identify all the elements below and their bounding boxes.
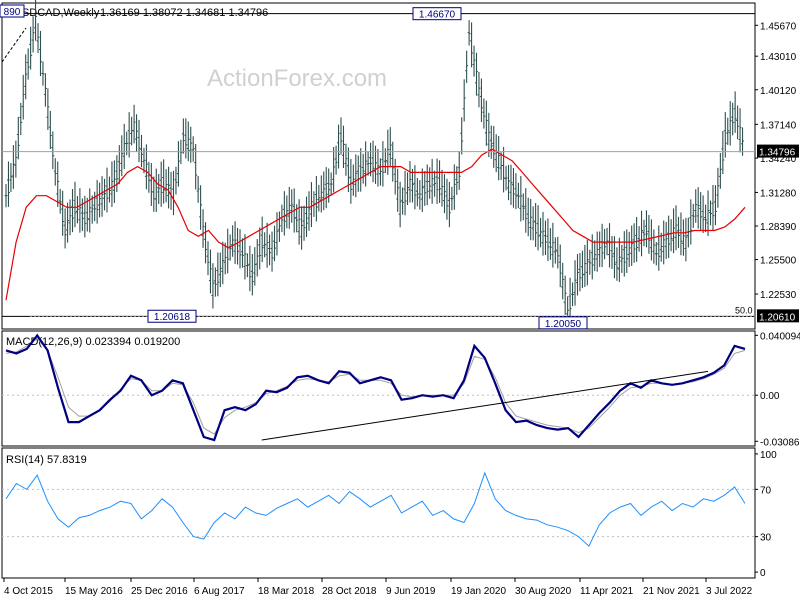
price-annotation-box xyxy=(538,316,588,330)
sma-line xyxy=(5,148,746,301)
x-tick-label: 11 Apr 2021 xyxy=(580,586,634,597)
rsi-lines xyxy=(5,471,746,547)
rsi-panel: RSI(14) 57.8319 100 70 30 0 xyxy=(1,447,777,579)
macd-line xyxy=(5,333,746,442)
price-annotation-label: 1.20050 xyxy=(545,319,582,330)
price-ytick-label: 1.43010 xyxy=(760,52,797,63)
x-tick-label: 28 Oct 2018 xyxy=(322,586,377,597)
price-sma xyxy=(5,148,746,301)
macd-ytick-label: -0.03086 xyxy=(760,437,800,448)
x-tick-label: 21 Nov 2021 xyxy=(643,586,700,597)
price-panel-frame xyxy=(1,2,756,330)
price-ytick-label: 1.45670 xyxy=(760,21,797,32)
price-annotation-label: 890 xyxy=(4,7,21,18)
price-annotation-box xyxy=(412,7,462,21)
watermark: ActionForex.com xyxy=(207,65,387,92)
macd-ytick-label: 0.040094 xyxy=(760,331,800,342)
last-price-label: 1.34796 xyxy=(759,148,796,159)
last-price-box xyxy=(757,144,799,158)
x-tick-label: 15 May 2016 xyxy=(65,586,123,597)
macd-panel-frame xyxy=(1,330,756,447)
rsi-ytick-label: 100 xyxy=(760,450,777,461)
x-axis: 4 Oct 2015 15 May 2016 25 Dec 2016 6 Aug 20… xyxy=(3,578,753,597)
x-tick-label: 4 Oct 2015 xyxy=(4,586,53,597)
rsi-ytick-label: 30 xyxy=(760,533,772,544)
retracement-label: 50.0 xyxy=(735,305,753,315)
rsi-yticks: 100 70 30 0 xyxy=(755,450,777,579)
x-tick-label: 9 Jun 2019 xyxy=(386,586,436,597)
x-tick-label: 18 Mar 2018 xyxy=(258,586,315,597)
price-annotation-box xyxy=(0,4,25,18)
rsi-grid xyxy=(2,488,755,538)
price-annotation-box xyxy=(147,309,197,323)
price-ytick-label: 1.31280 xyxy=(760,188,797,199)
price-levels: 1.34796 50.0 1.20610 xyxy=(2,13,799,323)
price-ytick-label: 1.34240 xyxy=(760,154,797,165)
ohlc-readout: 1.36169 1.38072 1.34681 1.34796 xyxy=(100,7,268,19)
rsi-ytick-label: 70 xyxy=(760,485,772,496)
retracement-value-label: 1.20610 xyxy=(759,312,796,323)
macd-panel: MACD(12,26,9) 0.023394 0.019200 0.040094… xyxy=(1,330,800,448)
price-ytick-label: 1.37140 xyxy=(760,120,797,131)
rsi-ytick-label: 0 xyxy=(760,568,766,579)
price-annotations: 1.46670 1.20618 1.20050 890 xyxy=(0,4,588,330)
retracement-value-box xyxy=(757,309,799,323)
projection-line xyxy=(1,27,27,63)
rsi-title: RSI(14) 57.8319 xyxy=(6,454,87,466)
x-tick-label: 25 Dec 2016 xyxy=(131,586,188,597)
price-ytick-label: 1.22530 xyxy=(760,290,797,301)
rsi-panel-frame xyxy=(1,447,756,579)
price-yticks: 1.45670 1.43010 1.40120 1.37140 1.34240 1.312… xyxy=(755,21,797,301)
price-ytick-label: 1.40120 xyxy=(760,86,797,97)
price-annotation-label: 1.46670 xyxy=(419,10,456,21)
price-annotation-label: 1.20618 xyxy=(154,312,191,323)
signal-line xyxy=(5,337,746,435)
x-tick-label: 19 Jan 2020 xyxy=(451,586,506,597)
x-tick-label: 3 Jul 2022 xyxy=(706,586,753,597)
x-tick-label: 6 Aug 2017 xyxy=(194,586,245,597)
macd-ytick-label: 0.00 xyxy=(760,391,780,402)
macd-trendline xyxy=(261,370,709,441)
x-tick-label: 30 Aug 2020 xyxy=(515,586,572,597)
rsi-line xyxy=(5,471,746,547)
price-panel: USDCAD,Weekly 1.36169 1.38072 1.34681 1.… xyxy=(0,0,799,330)
price-ytick-label: 1.28390 xyxy=(760,222,797,233)
price-ytick-label: 1.25500 xyxy=(760,256,797,267)
chart-title: USDCAD,Weekly xyxy=(14,7,100,19)
macd-title: MACD(12,26,9) 0.023394 0.019200 xyxy=(6,336,180,348)
macd-lines xyxy=(5,333,746,442)
macd-yticks: 0.040094 0.00 -0.03086 xyxy=(755,331,800,448)
